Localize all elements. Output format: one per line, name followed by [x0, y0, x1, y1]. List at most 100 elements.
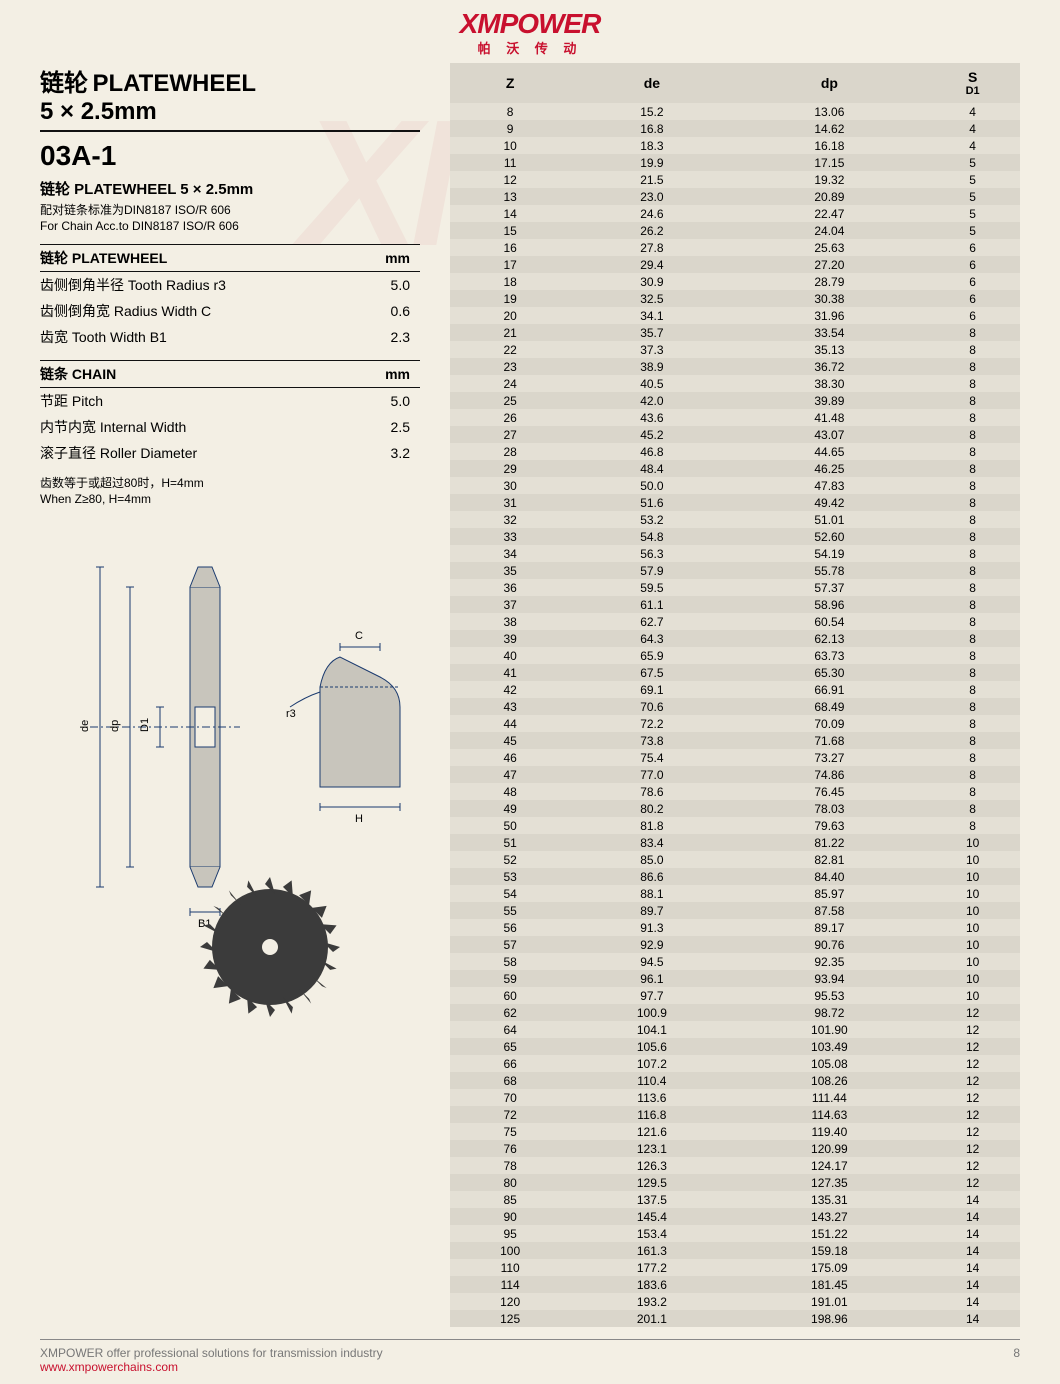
table-cell: 31 — [450, 494, 570, 511]
table-cell: 64 — [450, 1021, 570, 1038]
spec-value: 0.6 — [360, 298, 420, 324]
table-cell: 8 — [925, 460, 1020, 477]
table-cell: 34 — [450, 545, 570, 562]
table-row: 2034.131.966 — [450, 307, 1020, 324]
table-cell: 16 — [450, 239, 570, 256]
spec-row: 齿宽 Tooth Width B12.3 — [40, 324, 420, 350]
table-cell: 94.5 — [570, 953, 733, 970]
table-row: 3050.047.838 — [450, 477, 1020, 494]
table-cell: 75 — [450, 1123, 570, 1140]
table-row: 3151.649.428 — [450, 494, 1020, 511]
table-cell: 56.3 — [570, 545, 733, 562]
spec-value: 2.5 — [351, 414, 420, 440]
table-cell: 36.72 — [733, 358, 925, 375]
table-cell: 47.83 — [733, 477, 925, 494]
table-cell: 89.7 — [570, 902, 733, 919]
table-cell: 151.22 — [733, 1225, 925, 1242]
th-s: SD1 — [925, 63, 1020, 103]
table-cell: 12 — [925, 1106, 1020, 1123]
logo-main: XMPOWER — [40, 8, 1020, 40]
table-cell: 64.3 — [570, 630, 733, 647]
table-cell: 55.78 — [733, 562, 925, 579]
table-row: 1932.530.386 — [450, 290, 1020, 307]
table-cell: 92.9 — [570, 936, 733, 953]
table-cell: 143.27 — [733, 1208, 925, 1225]
table-cell: 153.4 — [570, 1225, 733, 1242]
diagram-area: de dp D1 B1 C r3 — [40, 547, 420, 1067]
table-cell: 58.96 — [733, 596, 925, 613]
table-cell: 49.42 — [733, 494, 925, 511]
table-cell: 14 — [925, 1276, 1020, 1293]
spec-row: 齿侧倒角半径 Tooth Radius r35.0 — [40, 272, 420, 299]
table-cell: 81.8 — [570, 817, 733, 834]
chain-spec-table: 链条 CHAIN mm 节距 Pitch5.0内节内宽 Internal Wid… — [40, 360, 420, 466]
table-row: 100161.3159.1814 — [450, 1242, 1020, 1259]
table-cell: 53.2 — [570, 511, 733, 528]
table-cell: 52.60 — [733, 528, 925, 545]
table-row: 4065.963.738 — [450, 647, 1020, 664]
table-cell: 104.1 — [570, 1021, 733, 1038]
table-cell: 4 — [925, 120, 1020, 137]
table-cell: 14 — [925, 1191, 1020, 1208]
table-row: 72116.8114.6312 — [450, 1106, 1020, 1123]
table-cell: 91.3 — [570, 919, 733, 936]
table-row: 1830.928.796 — [450, 273, 1020, 290]
dim-r3: r3 — [286, 708, 296, 720]
table-cell: 80.2 — [570, 800, 733, 817]
table-cell: 11 — [450, 154, 570, 171]
table-cell: 66 — [450, 1055, 570, 1072]
table-cell: 10 — [925, 902, 1020, 919]
dim-dp: dp — [109, 720, 121, 732]
table-cell: 10 — [925, 987, 1020, 1004]
table-cell: 90 — [450, 1208, 570, 1225]
table-cell: 8 — [925, 324, 1020, 341]
table-cell: 129.5 — [570, 1174, 733, 1191]
table-cell: 51.6 — [570, 494, 733, 511]
table-row: 68110.4108.2612 — [450, 1072, 1020, 1089]
table-cell: 198.96 — [733, 1310, 925, 1327]
table-cell: 5 — [925, 222, 1020, 239]
table-cell: 45 — [450, 732, 570, 749]
table-cell: 30 — [450, 477, 570, 494]
table-cell: 48.4 — [570, 460, 733, 477]
table-cell: 201.1 — [570, 1310, 733, 1327]
table-row: 4675.473.278 — [450, 749, 1020, 766]
table-cell: 30.38 — [733, 290, 925, 307]
table-row: 120193.2191.0114 — [450, 1293, 1020, 1310]
table-cell: 47 — [450, 766, 570, 783]
table-row: 75121.6119.4012 — [450, 1123, 1020, 1140]
table-row: 3862.760.548 — [450, 613, 1020, 630]
table-cell: 135.31 — [733, 1191, 925, 1208]
chain-header-label: 链条 CHAIN — [40, 361, 351, 388]
spec-value: 5.0 — [351, 388, 420, 415]
table-cell: 193.2 — [570, 1293, 733, 1310]
note-block: 齿数等于或超过80时，H=4mm When Z≥80, H=4mm — [40, 476, 420, 507]
table-cell: 105.6 — [570, 1038, 733, 1055]
table-cell: 100 — [450, 1242, 570, 1259]
table-row: 4370.668.498 — [450, 698, 1020, 715]
table-row: 5589.787.5810 — [450, 902, 1020, 919]
spec-label: 齿侧倒角半径 Tooth Radius r3 — [40, 272, 360, 299]
table-cell: 43 — [450, 698, 570, 715]
table-cell: 8 — [925, 664, 1020, 681]
table-cell: 110 — [450, 1259, 570, 1276]
table-cell: 93.94 — [733, 970, 925, 987]
table-cell: 86.6 — [570, 868, 733, 885]
table-cell: 8 — [925, 477, 1020, 494]
table-cell: 108.26 — [733, 1072, 925, 1089]
title-block: 链轮 PLATEWHEEL 5 × 2.5mm — [40, 63, 420, 132]
table-cell: 85.0 — [570, 851, 733, 868]
table-cell: 19.9 — [570, 154, 733, 171]
note-cn: 齿数等于或超过80时，H=4mm — [40, 476, 420, 492]
table-row: 6097.795.5310 — [450, 987, 1020, 1004]
table-cell: 12 — [925, 1140, 1020, 1157]
table-cell: 35.13 — [733, 341, 925, 358]
table-cell: 31.96 — [733, 307, 925, 324]
table-row: 5183.481.2210 — [450, 834, 1020, 851]
table-cell: 111.44 — [733, 1089, 925, 1106]
table-cell: 8 — [450, 103, 570, 120]
table-row: 1729.427.206 — [450, 256, 1020, 273]
table-cell: 8 — [925, 715, 1020, 732]
th-de: de — [570, 63, 733, 103]
table-row: 66107.2105.0812 — [450, 1055, 1020, 1072]
